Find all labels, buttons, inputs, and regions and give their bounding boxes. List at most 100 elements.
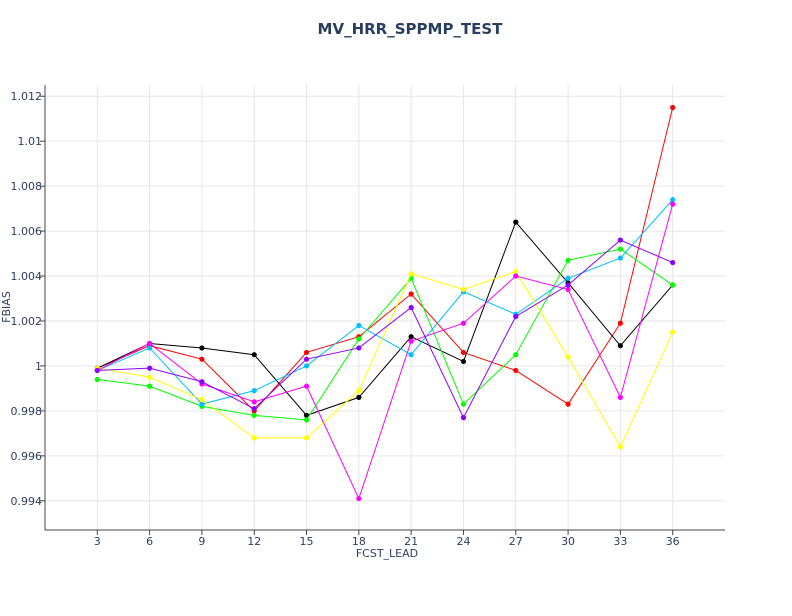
data-point: [147, 374, 153, 380]
x-tick-label: 36: [666, 535, 680, 548]
data-point: [356, 322, 362, 329]
y-tick-label: 1: [35, 360, 42, 373]
data-point: [460, 401, 467, 407]
series-line: [97, 239, 673, 419]
y-tick-label: 1.006: [11, 225, 43, 238]
data-point: [147, 365, 153, 371]
data-point: [147, 383, 153, 389]
data-point: [408, 352, 414, 358]
data-point: [460, 320, 467, 326]
data-point: [408, 334, 414, 340]
series-4: [94, 197, 676, 407]
series-5: [94, 268, 676, 450]
data-point: [251, 412, 257, 418]
x-axis-label: FCST_LEAD: [356, 547, 418, 560]
data-point: [251, 399, 257, 405]
data-point: [617, 255, 623, 261]
y-tick-label: 0.998: [11, 405, 43, 418]
chart-title: MV_HRR_SPPMP_TEST: [317, 20, 503, 38]
data-point: [303, 349, 310, 356]
data-point: [251, 435, 257, 441]
data-point: [147, 345, 153, 351]
data-point: [617, 394, 623, 400]
y-tick-label: 1.004: [11, 270, 43, 283]
data-point: [617, 246, 623, 252]
series: [94, 104, 676, 502]
data-point: [670, 329, 676, 335]
y-tick-label: 0.994: [11, 495, 43, 508]
data-point: [460, 286, 467, 293]
data-point: [251, 352, 257, 358]
data-point: [303, 356, 310, 362]
data-point: [356, 388, 362, 394]
data-point: [565, 354, 571, 360]
x-tick-label: 15: [300, 535, 314, 548]
data-point: [617, 444, 623, 450]
y-tick-label: 1.002: [11, 315, 43, 328]
data-point: [199, 379, 205, 385]
data-point: [303, 435, 310, 441]
data-point: [303, 417, 310, 423]
data-point: [199, 356, 205, 362]
data-point: [670, 259, 676, 266]
data-point: [565, 401, 571, 407]
x-tick-label: 3: [94, 535, 101, 548]
series-line: [97, 221, 674, 416]
data-point: [356, 394, 362, 400]
data-point: [513, 219, 519, 225]
data-point: [147, 340, 153, 347]
x-tick-label: 27: [509, 535, 523, 548]
data-point: [565, 282, 571, 288]
x-tick-label: 6: [146, 535, 153, 548]
series-line: [97, 199, 674, 405]
data-point: [617, 343, 623, 349]
y-tick-label: 0.996: [11, 450, 43, 463]
data-point: [199, 397, 205, 403]
data-point: [513, 313, 519, 320]
x-tick-label: 9: [198, 535, 205, 548]
x-tick-label: 24: [456, 535, 470, 548]
data-point: [670, 104, 676, 111]
series-7: [94, 237, 676, 421]
y-tick-labels: 0.994 0.996 0.998 1 1.002 1.004 1.006 1.008 1.01…: [11, 90, 43, 508]
data-point: [670, 197, 676, 203]
axes: [40, 85, 725, 535]
data-point: [356, 345, 362, 351]
data-point: [199, 401, 205, 407]
y-axis-label: FBIAS: [0, 291, 13, 323]
gridlines: [45, 85, 725, 530]
series-line: [97, 107, 674, 412]
x-tick-label: 30: [561, 535, 575, 548]
data-point: [303, 412, 310, 418]
data-point: [513, 268, 519, 275]
data-point: [251, 388, 257, 394]
series-line: [97, 270, 674, 448]
data-point: [460, 349, 467, 356]
data-point: [408, 291, 414, 297]
data-point: [617, 237, 623, 243]
data-point: [460, 415, 467, 421]
data-point: [513, 367, 519, 374]
x-tick-label: 12: [247, 535, 261, 548]
data-point: [670, 201, 676, 207]
x-tick-label: 21: [404, 535, 418, 548]
data-point: [199, 345, 205, 351]
data-point: [513, 352, 519, 358]
data-point: [94, 376, 100, 383]
data-point: [670, 282, 676, 288]
data-point: [408, 304, 414, 311]
x-tick-labels: 3 6 9 12 15 18 21 24 27 30 33 36: [94, 535, 680, 548]
series-2: [94, 219, 676, 418]
data-point: [408, 271, 414, 277]
y-tick-label: 1.01: [18, 135, 43, 148]
data-point: [460, 358, 467, 365]
y-tick-label: 1.012: [11, 90, 43, 103]
data-point: [251, 406, 257, 412]
data-point: [303, 383, 310, 389]
data-point: [356, 495, 362, 502]
series-line: [97, 248, 673, 421]
x-tick-label: 18: [352, 535, 366, 548]
data-point: [565, 257, 571, 263]
